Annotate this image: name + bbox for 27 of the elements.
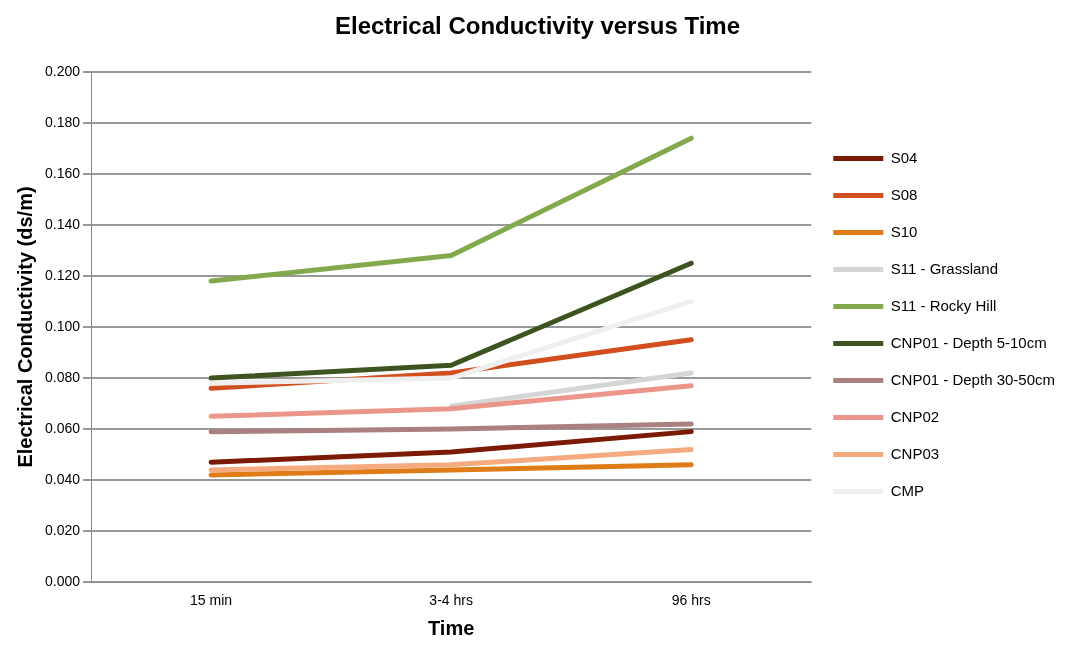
y-axis-title: Electrical Conductivity (ds/m) [13, 186, 36, 468]
y-tick-label: 0.060 [44, 419, 81, 436]
legend-label: CMP [890, 481, 925, 499]
legend-label: CNP03 [890, 444, 940, 462]
y-tick-label: 0.200 [44, 62, 81, 79]
y-tick-label: 0.040 [44, 470, 81, 487]
legend-label: S11 - Rocky Hill [890, 296, 997, 314]
y-tick-label: 0.160 [44, 164, 81, 181]
y-tick-label: 0.120 [44, 266, 81, 283]
y-tick-label: 0.100 [44, 317, 81, 334]
legend-label: CNP02 [890, 407, 940, 425]
y-tick-label: 0.020 [44, 522, 81, 539]
legend-label: S08 [890, 185, 918, 203]
x-tick-label: 15 min [190, 592, 233, 609]
legend-label: S04 [890, 148, 918, 166]
y-tick-label: 0.000 [44, 573, 81, 590]
legend-label: CNP01 - Depth 5-10cm [890, 333, 1047, 351]
x-tick-label: 96 hrs [671, 592, 711, 609]
legend-label: CNP01 - Depth 30-50cm [890, 370, 1056, 388]
x-axis-title: Time [427, 616, 475, 639]
x-tick-label: 3-4 hrs [429, 592, 473, 609]
y-tick-label: 0.180 [44, 113, 81, 130]
y-tick-label: 0.080 [44, 368, 81, 385]
legend-label: S10 [890, 222, 918, 240]
y-tick-label: 0.140 [44, 215, 81, 232]
legend-label: S11 - Grassland [890, 259, 999, 277]
chart-title: Electrical Conductivity versus Time [334, 12, 741, 40]
